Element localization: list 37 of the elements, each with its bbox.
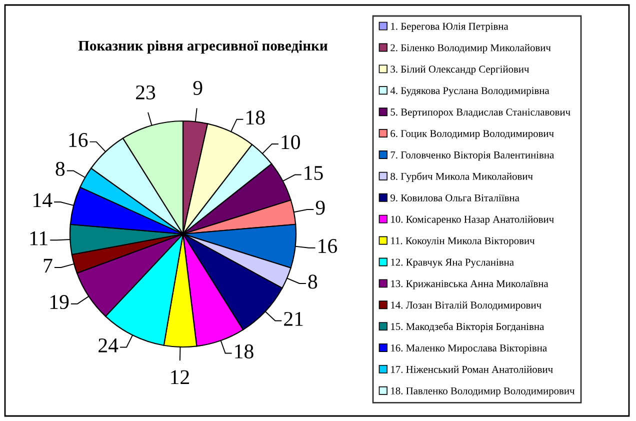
data-label: 12 xyxy=(171,370,189,384)
legend-label: 11. Кокоулін Микола Вікторович xyxy=(391,237,535,246)
legend-label: 12. Кравчук Яна Русланівна xyxy=(391,258,514,268)
legend-label: 18. Павленко Володимир Володимирович xyxy=(391,387,575,396)
data-label: 8 xyxy=(308,274,318,289)
legend-label: 13. Крижанівська Анна Миколаївна xyxy=(391,280,548,290)
data-label: 7 xyxy=(44,258,52,273)
data-label: 9 xyxy=(193,80,202,95)
data-label: 21 xyxy=(284,312,303,326)
legend-label: 4. Будякова Руслана Володимирівна xyxy=(390,87,550,96)
data-label: 24 xyxy=(98,338,118,352)
legend-label: 8. Гурбич Микола Миколайович xyxy=(390,172,533,182)
data-label: 8 xyxy=(56,162,65,176)
data-label: 19 xyxy=(50,295,69,310)
text: Показник рівня агресивної поведінки xyxy=(78,40,328,54)
data-label: 18 xyxy=(246,110,265,125)
data-label: 11 xyxy=(30,231,48,246)
data-label: 9 xyxy=(316,200,325,215)
legend-label: 16. Маленко Мирослава Вікторівна xyxy=(391,344,547,354)
data-label: 14 xyxy=(34,193,52,207)
data-label: 16 xyxy=(69,133,88,148)
data-label: 15 xyxy=(304,166,323,180)
data-label: 16 xyxy=(318,239,338,254)
legend-label: 2. Біленко Володимир Миколайович xyxy=(390,44,551,54)
legend-label: 7. Головченко Вікторія Валентинівна xyxy=(390,151,554,161)
legend-label: 14. Лозан Віталій Володимирович xyxy=(391,301,542,311)
legend-label: 6. Гоцик Володимир Володимирович xyxy=(390,130,554,140)
legend-label: 5. Вертипорох Владислав Станіславович xyxy=(390,108,570,118)
legend-label: 1. Берегова Юлія Петрівна xyxy=(391,22,508,32)
data-label: 18 xyxy=(235,344,254,358)
data-label: 23 xyxy=(136,85,156,100)
legend-label: 9. Ковилова Ольга Віталіївна xyxy=(390,194,520,202)
legend-label: 3. Білий Олександр Сергійович xyxy=(390,65,529,75)
legend-label: 17. Ніженський Роман Анатолійович xyxy=(391,366,553,373)
legend-label: 15. Макодзеба Вікторія Богданівна xyxy=(391,322,544,332)
legend-label: 10. Комісаренко Назар Анатолійович xyxy=(391,216,554,225)
data-label: 10 xyxy=(282,135,300,150)
